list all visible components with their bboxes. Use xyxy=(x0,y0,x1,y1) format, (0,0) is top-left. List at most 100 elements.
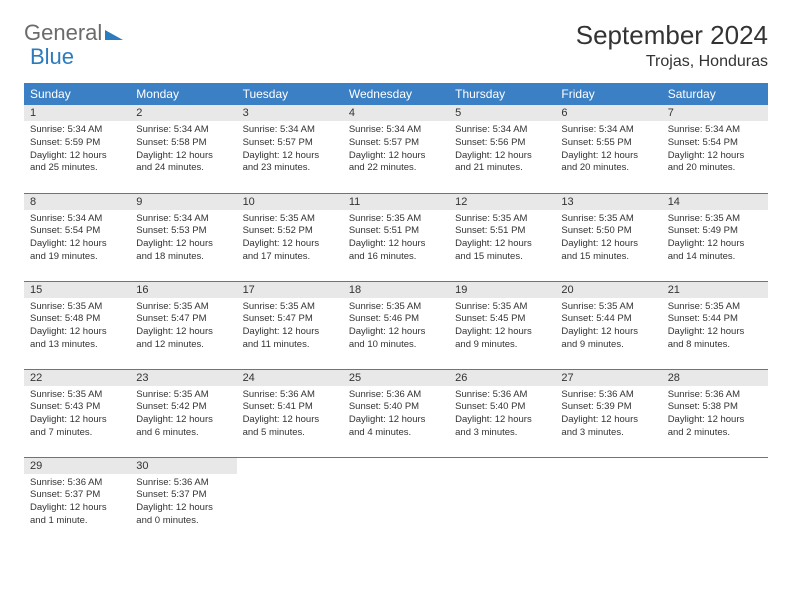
day-body: Sunrise: 5:36 AMSunset: 5:37 PMDaylight:… xyxy=(24,474,130,534)
day-number: 19 xyxy=(449,282,555,298)
calendar-cell: 30Sunrise: 5:36 AMSunset: 5:37 PMDayligh… xyxy=(130,457,236,545)
calendar-cell: 6Sunrise: 5:34 AMSunset: 5:55 PMDaylight… xyxy=(555,105,661,193)
header-saturday: Saturday xyxy=(662,83,768,105)
day-number: 15 xyxy=(24,282,130,298)
calendar-cell: .. xyxy=(449,457,555,545)
month-title: September 2024 xyxy=(576,20,768,51)
day-body: Sunrise: 5:34 AMSunset: 5:56 PMDaylight:… xyxy=(449,121,555,181)
day-body: Sunrise: 5:35 AMSunset: 5:45 PMDaylight:… xyxy=(449,298,555,358)
day-number: 24 xyxy=(237,370,343,386)
header-tuesday: Tuesday xyxy=(237,83,343,105)
day-number: 9 xyxy=(130,194,236,210)
day-body: Sunrise: 5:35 AMSunset: 5:48 PMDaylight:… xyxy=(24,298,130,358)
calendar-cell: 2Sunrise: 5:34 AMSunset: 5:58 PMDaylight… xyxy=(130,105,236,193)
logo-triangle-icon xyxy=(105,30,123,40)
calendar-cell: 7Sunrise: 5:34 AMSunset: 5:54 PMDaylight… xyxy=(662,105,768,193)
day-body: Sunrise: 5:36 AMSunset: 5:38 PMDaylight:… xyxy=(662,386,768,446)
calendar-cell: 4Sunrise: 5:34 AMSunset: 5:57 PMDaylight… xyxy=(343,105,449,193)
calendar-cell: 9Sunrise: 5:34 AMSunset: 5:53 PMDaylight… xyxy=(130,193,236,281)
day-number: 12 xyxy=(449,194,555,210)
calendar-cell: 28Sunrise: 5:36 AMSunset: 5:38 PMDayligh… xyxy=(662,369,768,457)
location: Trojas, Honduras xyxy=(576,53,768,71)
logo-text-general: General xyxy=(24,20,102,46)
calendar-row: 1Sunrise: 5:34 AMSunset: 5:59 PMDaylight… xyxy=(24,105,768,193)
header-monday: Monday xyxy=(130,83,236,105)
day-body: Sunrise: 5:36 AMSunset: 5:40 PMDaylight:… xyxy=(449,386,555,446)
calendar-table: Sunday Monday Tuesday Wednesday Thursday… xyxy=(24,83,768,545)
day-number: 14 xyxy=(662,194,768,210)
day-body: Sunrise: 5:34 AMSunset: 5:54 PMDaylight:… xyxy=(662,121,768,181)
calendar-cell: 23Sunrise: 5:35 AMSunset: 5:42 PMDayligh… xyxy=(130,369,236,457)
calendar-cell: 11Sunrise: 5:35 AMSunset: 5:51 PMDayligh… xyxy=(343,193,449,281)
calendar-cell: 22Sunrise: 5:35 AMSunset: 5:43 PMDayligh… xyxy=(24,369,130,457)
day-body: Sunrise: 5:35 AMSunset: 5:52 PMDaylight:… xyxy=(237,210,343,270)
day-number: 27 xyxy=(555,370,661,386)
calendar-cell: 16Sunrise: 5:35 AMSunset: 5:47 PMDayligh… xyxy=(130,281,236,369)
calendar-cell: 19Sunrise: 5:35 AMSunset: 5:45 PMDayligh… xyxy=(449,281,555,369)
day-body: Sunrise: 5:35 AMSunset: 5:49 PMDaylight:… xyxy=(662,210,768,270)
day-number: 16 xyxy=(130,282,236,298)
day-number: 13 xyxy=(555,194,661,210)
calendar-cell: 18Sunrise: 5:35 AMSunset: 5:46 PMDayligh… xyxy=(343,281,449,369)
calendar-cell: .. xyxy=(555,457,661,545)
day-body: Sunrise: 5:35 AMSunset: 5:51 PMDaylight:… xyxy=(343,210,449,270)
calendar-cell: 14Sunrise: 5:35 AMSunset: 5:49 PMDayligh… xyxy=(662,193,768,281)
day-body: Sunrise: 5:34 AMSunset: 5:54 PMDaylight:… xyxy=(24,210,130,270)
day-number: 4 xyxy=(343,105,449,121)
day-body: Sunrise: 5:35 AMSunset: 5:46 PMDaylight:… xyxy=(343,298,449,358)
calendar-row: 22Sunrise: 5:35 AMSunset: 5:43 PMDayligh… xyxy=(24,369,768,457)
day-body: Sunrise: 5:35 AMSunset: 5:42 PMDaylight:… xyxy=(130,386,236,446)
day-body: Sunrise: 5:36 AMSunset: 5:41 PMDaylight:… xyxy=(237,386,343,446)
day-number: 17 xyxy=(237,282,343,298)
day-body: Sunrise: 5:34 AMSunset: 5:57 PMDaylight:… xyxy=(237,121,343,181)
calendar-row: 8Sunrise: 5:34 AMSunset: 5:54 PMDaylight… xyxy=(24,193,768,281)
day-number: 29 xyxy=(24,458,130,474)
calendar-cell: 26Sunrise: 5:36 AMSunset: 5:40 PMDayligh… xyxy=(449,369,555,457)
day-number: 7 xyxy=(662,105,768,121)
header: General September 2024 Trojas, Honduras xyxy=(24,20,768,71)
day-body: Sunrise: 5:35 AMSunset: 5:47 PMDaylight:… xyxy=(130,298,236,358)
day-body: Sunrise: 5:35 AMSunset: 5:50 PMDaylight:… xyxy=(555,210,661,270)
day-body: Sunrise: 5:36 AMSunset: 5:37 PMDaylight:… xyxy=(130,474,236,534)
calendar-cell: 17Sunrise: 5:35 AMSunset: 5:47 PMDayligh… xyxy=(237,281,343,369)
day-number: 11 xyxy=(343,194,449,210)
calendar-cell: 8Sunrise: 5:34 AMSunset: 5:54 PMDaylight… xyxy=(24,193,130,281)
day-number: 30 xyxy=(130,458,236,474)
day-number: 3 xyxy=(237,105,343,121)
day-number: 25 xyxy=(343,370,449,386)
day-body: Sunrise: 5:34 AMSunset: 5:57 PMDaylight:… xyxy=(343,121,449,181)
day-number: 20 xyxy=(555,282,661,298)
calendar-cell: 13Sunrise: 5:35 AMSunset: 5:50 PMDayligh… xyxy=(555,193,661,281)
calendar-cell: .. xyxy=(343,457,449,545)
day-number: 1 xyxy=(24,105,130,121)
calendar-cell: 24Sunrise: 5:36 AMSunset: 5:41 PMDayligh… xyxy=(237,369,343,457)
day-body: Sunrise: 5:35 AMSunset: 5:51 PMDaylight:… xyxy=(449,210,555,270)
day-number: 5 xyxy=(449,105,555,121)
logo-text-blue: Blue xyxy=(30,44,74,69)
calendar-cell: 29Sunrise: 5:36 AMSunset: 5:37 PMDayligh… xyxy=(24,457,130,545)
calendar-cell: 27Sunrise: 5:36 AMSunset: 5:39 PMDayligh… xyxy=(555,369,661,457)
logo: General xyxy=(24,20,123,46)
calendar-cell: 3Sunrise: 5:34 AMSunset: 5:57 PMDaylight… xyxy=(237,105,343,193)
day-number: 2 xyxy=(130,105,236,121)
day-body: Sunrise: 5:35 AMSunset: 5:44 PMDaylight:… xyxy=(555,298,661,358)
day-body: Sunrise: 5:35 AMSunset: 5:43 PMDaylight:… xyxy=(24,386,130,446)
day-body: Sunrise: 5:36 AMSunset: 5:39 PMDaylight:… xyxy=(555,386,661,446)
header-sunday: Sunday xyxy=(24,83,130,105)
calendar-cell: 5Sunrise: 5:34 AMSunset: 5:56 PMDaylight… xyxy=(449,105,555,193)
calendar-cell: .. xyxy=(237,457,343,545)
header-wednesday: Wednesday xyxy=(343,83,449,105)
calendar-cell: 25Sunrise: 5:36 AMSunset: 5:40 PMDayligh… xyxy=(343,369,449,457)
calendar-cell: 15Sunrise: 5:35 AMSunset: 5:48 PMDayligh… xyxy=(24,281,130,369)
calendar-cell: 21Sunrise: 5:35 AMSunset: 5:44 PMDayligh… xyxy=(662,281,768,369)
day-body: Sunrise: 5:34 AMSunset: 5:58 PMDaylight:… xyxy=(130,121,236,181)
day-number: 8 xyxy=(24,194,130,210)
calendar-cell: 12Sunrise: 5:35 AMSunset: 5:51 PMDayligh… xyxy=(449,193,555,281)
header-friday: Friday xyxy=(555,83,661,105)
day-number: 18 xyxy=(343,282,449,298)
day-number: 23 xyxy=(130,370,236,386)
day-body: Sunrise: 5:36 AMSunset: 5:40 PMDaylight:… xyxy=(343,386,449,446)
day-body: Sunrise: 5:34 AMSunset: 5:53 PMDaylight:… xyxy=(130,210,236,270)
day-body: Sunrise: 5:35 AMSunset: 5:44 PMDaylight:… xyxy=(662,298,768,358)
day-number: 26 xyxy=(449,370,555,386)
